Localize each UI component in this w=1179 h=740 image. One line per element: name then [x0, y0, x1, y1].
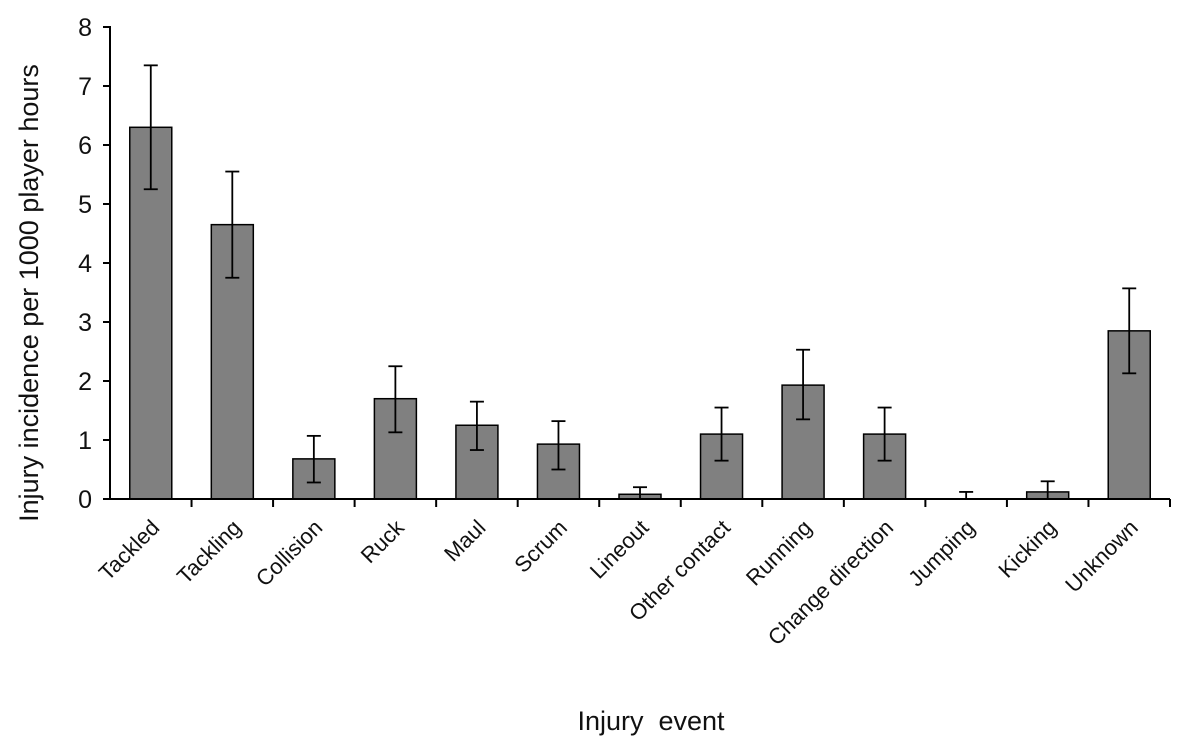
x-axis-title: Injury event: [577, 706, 725, 736]
x-tick-label: Jumping: [903, 515, 979, 591]
x-tick-label: Scrum: [509, 515, 572, 578]
x-tick-label: Running: [741, 515, 817, 591]
x-axis-tick-labels: Tackled Tackling Collision Ruck Maul Scrum Lin…: [94, 499, 1171, 650]
x-tick-label: Unknown: [1060, 515, 1143, 598]
y-tick-label: 4: [78, 250, 92, 278]
error-bars-group: [143, 64, 1137, 499]
y-tick-label: 1: [78, 427, 92, 455]
y-tick-label: 8: [78, 14, 92, 42]
y-tick-label: 6: [78, 132, 92, 160]
x-tick-label: Collision: [251, 515, 327, 591]
x-tick-label: Tackled: [94, 515, 164, 585]
x-tick-label: Tackling: [172, 515, 246, 589]
y-axis-title: Injury incidence per 1000 player hours: [14, 64, 44, 522]
x-tick-label: Lineout: [585, 515, 654, 584]
y-tick-label: 3: [78, 309, 92, 337]
x-tick-label: Ruck: [356, 514, 410, 568]
y-axis-ticks: 0 1 2 3 4 5 6 7 8: [78, 14, 110, 514]
y-tick-label: 0: [78, 486, 92, 514]
y-tick-label: 2: [78, 368, 92, 396]
x-tick-label: Kicking: [993, 515, 1061, 583]
y-tick-label: 7: [78, 73, 92, 101]
bars-group: [129, 126, 1151, 500]
y-tick-label: 5: [78, 191, 92, 219]
x-tick-label: Maul: [439, 515, 490, 566]
